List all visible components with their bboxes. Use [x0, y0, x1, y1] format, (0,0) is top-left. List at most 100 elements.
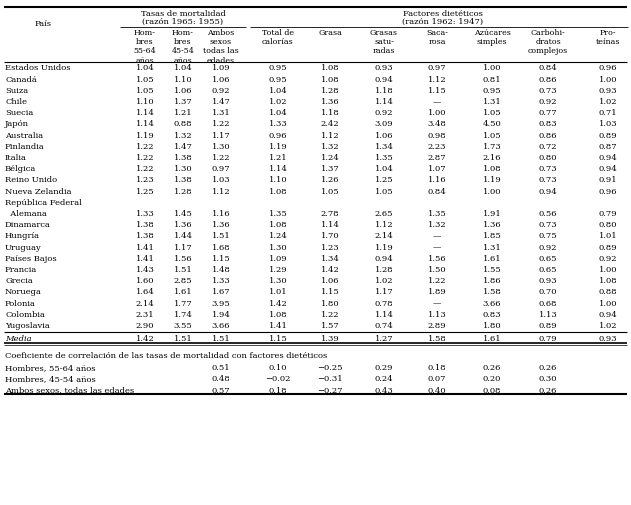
Text: 0.79: 0.79 [599, 210, 617, 218]
Text: 0.95: 0.95 [483, 87, 501, 95]
Text: 0.48: 0.48 [211, 375, 230, 383]
Text: 1.08: 1.08 [483, 165, 501, 173]
Text: 1.02: 1.02 [599, 322, 617, 330]
Text: 1.35: 1.35 [375, 154, 393, 162]
Text: 0.88: 0.88 [599, 288, 617, 296]
Text: 2.16: 2.16 [483, 154, 501, 162]
Text: 1.94: 1.94 [211, 311, 230, 319]
Text: Bélgica: Bélgica [5, 165, 36, 173]
Text: 0.94: 0.94 [599, 154, 617, 162]
Text: 1.70: 1.70 [321, 232, 339, 240]
Text: 0.18: 0.18 [269, 387, 287, 394]
Text: 2.78: 2.78 [321, 210, 339, 218]
Text: 0.65: 0.65 [539, 266, 557, 274]
Text: 1.10: 1.10 [136, 98, 155, 106]
Text: —: — [433, 98, 441, 106]
Text: 1.01: 1.01 [599, 232, 617, 240]
Text: Saca-
rosa: Saca- rosa [426, 29, 448, 46]
Text: 0.07: 0.07 [428, 375, 446, 383]
Text: 0.89: 0.89 [599, 244, 617, 251]
Text: 1.67: 1.67 [211, 288, 230, 296]
Text: 2.42: 2.42 [321, 121, 339, 128]
Text: 0.20: 0.20 [483, 375, 501, 383]
Text: 0.26: 0.26 [483, 364, 501, 372]
Text: 1.43: 1.43 [136, 266, 155, 274]
Text: 1.08: 1.08 [321, 76, 339, 84]
Text: 1.56: 1.56 [428, 255, 446, 263]
Text: Yugoslavia: Yugoslavia [5, 322, 50, 330]
Text: 0.96: 0.96 [599, 65, 617, 73]
Text: 0.93: 0.93 [375, 65, 393, 73]
Text: Francia: Francia [5, 266, 37, 274]
Text: 1.47: 1.47 [174, 143, 192, 151]
Text: 1.27: 1.27 [375, 335, 393, 343]
Text: Chile: Chile [5, 98, 27, 106]
Text: 1.02: 1.02 [269, 98, 287, 106]
Text: 1.02: 1.02 [599, 98, 617, 106]
Text: Ambos
sexos
todas las
edades: Ambos sexos todas las edades [203, 29, 239, 65]
Text: 0.84: 0.84 [428, 188, 446, 196]
Text: 0.77: 0.77 [539, 109, 557, 117]
Text: 1.85: 1.85 [483, 232, 502, 240]
Text: 1.05: 1.05 [136, 76, 155, 84]
Text: 1.17: 1.17 [174, 244, 192, 251]
Text: 0.80: 0.80 [599, 221, 617, 229]
Text: 1.22: 1.22 [428, 277, 446, 285]
Text: 0.78: 0.78 [375, 299, 393, 308]
Text: 1.15: 1.15 [211, 255, 230, 263]
Text: Suiza: Suiza [5, 87, 28, 95]
Text: 1.22: 1.22 [212, 154, 230, 162]
Text: 1.06: 1.06 [321, 277, 339, 285]
Text: 1.31: 1.31 [483, 244, 502, 251]
Text: 1.00: 1.00 [428, 109, 446, 117]
Text: 1.21: 1.21 [269, 154, 287, 162]
Text: 1.29: 1.29 [269, 266, 287, 274]
Text: 0.95: 0.95 [269, 76, 287, 84]
Text: 1.74: 1.74 [174, 311, 192, 319]
Text: 1.42: 1.42 [321, 266, 339, 274]
Text: Total de
calorías: Total de calorías [262, 29, 294, 46]
Text: 1.12: 1.12 [321, 132, 339, 140]
Text: 1.07: 1.07 [428, 165, 446, 173]
Text: 1.17: 1.17 [211, 132, 230, 140]
Text: 1.86: 1.86 [483, 277, 501, 285]
Text: Grecia: Grecia [5, 277, 33, 285]
Text: 1.35: 1.35 [269, 210, 287, 218]
Text: 3.09: 3.09 [375, 121, 393, 128]
Text: 1.41: 1.41 [269, 322, 288, 330]
Text: 0.10: 0.10 [269, 364, 287, 372]
Text: 1.04: 1.04 [269, 87, 287, 95]
Text: 1.38: 1.38 [136, 232, 155, 240]
Text: 1.44: 1.44 [174, 232, 192, 240]
Text: Hombres, 45-54 años: Hombres, 45-54 años [5, 375, 96, 383]
Text: 1.12: 1.12 [428, 76, 446, 84]
Text: 1.61: 1.61 [483, 335, 501, 343]
Text: —: — [433, 299, 441, 308]
Text: 1.15: 1.15 [428, 87, 446, 95]
Text: (razón 1965: 1955): (razón 1965: 1955) [143, 18, 223, 25]
Text: 1.56: 1.56 [174, 255, 192, 263]
Text: —: — [433, 232, 441, 240]
Text: 1.25: 1.25 [375, 177, 393, 184]
Text: 1.14: 1.14 [136, 121, 155, 128]
Text: 1.34: 1.34 [375, 143, 394, 151]
Text: Noruega: Noruega [5, 288, 42, 296]
Text: 0.89: 0.89 [599, 132, 617, 140]
Text: 1.22: 1.22 [136, 165, 154, 173]
Text: 0.68: 0.68 [539, 299, 557, 308]
Text: 1.12: 1.12 [375, 221, 393, 229]
Text: 1.22: 1.22 [212, 121, 230, 128]
Text: 1.06: 1.06 [375, 132, 393, 140]
Text: 2.65: 2.65 [375, 210, 393, 218]
Text: 3.66: 3.66 [483, 299, 501, 308]
Text: 1.33: 1.33 [211, 277, 230, 285]
Text: 1.04: 1.04 [174, 65, 192, 73]
Text: Ambos sexos, todas las edades: Ambos sexos, todas las edades [5, 387, 134, 394]
Text: 1.04: 1.04 [269, 109, 287, 117]
Text: 1.55: 1.55 [483, 266, 502, 274]
Text: 1.01: 1.01 [269, 288, 287, 296]
Text: 1.42: 1.42 [269, 299, 287, 308]
Text: Hungría: Hungría [5, 232, 40, 240]
Text: Suecia: Suecia [5, 109, 33, 117]
Text: Hom-
bres
55-64
años: Hom- bres 55-64 años [134, 29, 156, 65]
